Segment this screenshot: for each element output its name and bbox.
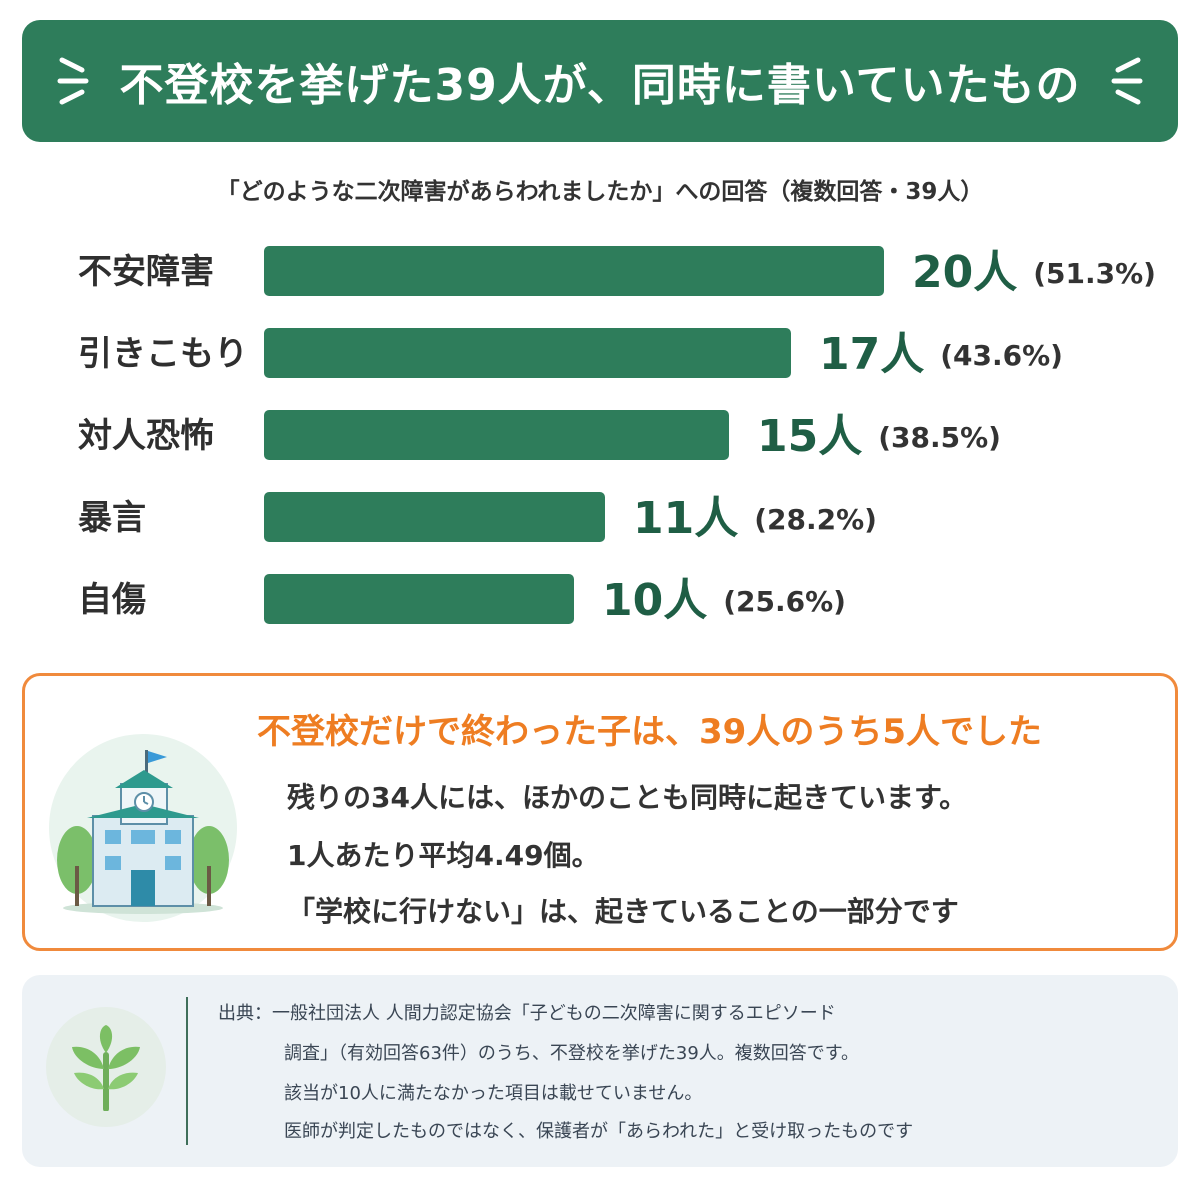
category-label: 対人恐怖 bbox=[78, 416, 214, 456]
category-label: 不安障害 bbox=[78, 252, 214, 292]
category-label: 自傷 bbox=[78, 580, 146, 620]
bar bbox=[264, 328, 791, 378]
value-label: 20人 bbox=[912, 247, 1017, 298]
callout-line-3: 「学校に行けない」は、起きていることの一部分です bbox=[287, 895, 959, 928]
bar bbox=[264, 410, 729, 460]
value-label: 17人 bbox=[819, 329, 924, 380]
percent-label: (43.6%) bbox=[940, 339, 1063, 372]
source-line-3: 該当が10人に満たなかった項目は載せていません。 bbox=[284, 1083, 703, 1104]
source-line-2: 調査」（有効回答63件）のうち、不登校を挙げた39人。複数回答です。 bbox=[284, 1043, 860, 1064]
bar bbox=[264, 246, 884, 296]
sprout-icon bbox=[72, 1025, 140, 1111]
value-label: 15人 bbox=[757, 411, 862, 462]
title-banner: 不登校を挙げた39人が、同時に書いていたもの bbox=[22, 20, 1178, 142]
bar bbox=[264, 574, 574, 624]
bar-chart: 不安障害 20人 (51.3%) 引きこもり 17人 (43.6%) 対人恐怖 15人 (38.… bbox=[78, 246, 1156, 626]
page-title: 不登校を挙げた39人が、同時に書いていたもの bbox=[119, 60, 1081, 111]
percent-label: (25.6%) bbox=[723, 585, 846, 618]
callout-line-2: 1人あたり平均4.49個。 bbox=[287, 839, 600, 872]
summary-callout: 不登校だけで終わった子は、39人のうち5人でした 残りの34人には、ほかのことも… bbox=[22, 673, 1178, 951]
value-label: 11人 bbox=[633, 493, 738, 544]
school-icon bbox=[57, 750, 229, 914]
source-line-4: 医師が判定したものではなく、保護者が「あらわれた」と受け取ったものです bbox=[284, 1121, 914, 1142]
source-line-1: 出典：一般社団法人 人間力認定協会「子どもの二次障害に関するエピソード bbox=[218, 1003, 836, 1024]
percent-label: (28.2%) bbox=[754, 503, 877, 536]
sparkle-right-icon bbox=[1111, 57, 1143, 105]
callout-headline: 不登校だけで終わった子は、39人のうち5人でした bbox=[257, 712, 1042, 752]
percent-label: (51.3%) bbox=[1033, 257, 1156, 290]
callout-line-1: 残りの34人には、ほかのことも同時に起きています。 bbox=[287, 781, 968, 814]
bar bbox=[264, 492, 605, 542]
category-label: 引きこもり bbox=[78, 334, 248, 374]
value-label: 10人 bbox=[602, 575, 707, 626]
category-label: 暴言 bbox=[78, 498, 146, 538]
sparkle-left-icon bbox=[57, 57, 89, 105]
source-note: 出典：一般社団法人 人間力認定協会「子どもの二次障害に関するエピソード 調査」（… bbox=[22, 975, 1178, 1167]
source-divider bbox=[186, 997, 188, 1145]
percent-label: (38.5%) bbox=[878, 421, 1001, 454]
chart-subtitle: 「どのような二次障害があらわれましたか」への回答（複数回答・39人） bbox=[216, 179, 984, 205]
